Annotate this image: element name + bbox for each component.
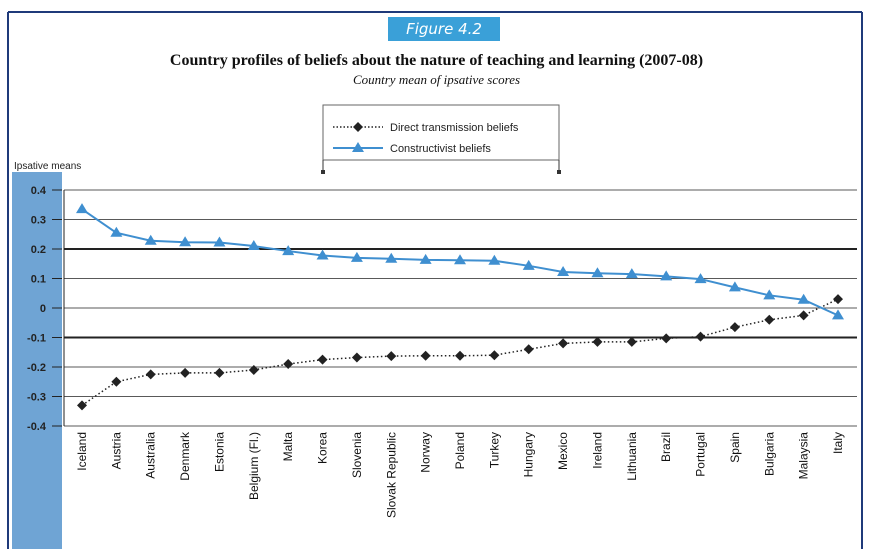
direct-transmission-point: [489, 350, 500, 361]
y-tick-label: -0.2: [27, 362, 46, 374]
direct-transmission-point: [145, 369, 156, 380]
y-tick-labels: 0.4 0.3 0.2 0.1 0 -0.1 -0.2 -0.3 -0.4: [27, 185, 62, 433]
direct-transmission-point: [764, 314, 775, 325]
constructivist-point: [110, 226, 123, 237]
y-tick-label: 0.2: [31, 244, 46, 256]
legend-direct-label: Direct transmission beliefs: [390, 122, 519, 134]
legend-direct-diamond-icon: [353, 122, 363, 132]
constructivist-point: [625, 268, 638, 279]
x-tick-label: Hungary: [522, 432, 536, 477]
direct-transmission-point: [558, 338, 569, 349]
direct-transmission-point: [455, 350, 465, 361]
constructivist-point: [179, 236, 192, 247]
constructivist-point: [832, 309, 844, 320]
legend: Direct transmission beliefs Constructivi…: [321, 104, 561, 174]
direct-transmission-point: [317, 354, 328, 365]
x-tick-label: Korea: [316, 432, 330, 464]
x-tick-label: Spain: [728, 432, 742, 463]
x-tick-label: Ireland: [590, 432, 604, 469]
legend-left-foot: [321, 170, 325, 174]
x-tick-label: Turkey: [487, 432, 501, 468]
legend-constructivist-triangle-icon: [352, 142, 364, 152]
x-tick-label: Poland: [453, 432, 467, 469]
constructivist-point: [557, 266, 570, 277]
legend-right-foot: [557, 170, 561, 174]
y-axis-label: Ipsative means: [14, 161, 81, 172]
constructivist-point: [213, 236, 226, 247]
y-tick-label: 0.3: [31, 215, 46, 227]
direct-transmission-point: [833, 294, 843, 305]
x-tick-label: Italy: [831, 432, 845, 454]
series-group: [76, 203, 844, 411]
x-tick-label: Portugal: [694, 432, 708, 477]
constructivist-point: [419, 253, 432, 264]
x-tick-label: Belgium (Fl.): [247, 432, 261, 500]
series-line-direct-transmission: [81, 298, 839, 406]
y-tick-label: 0: [40, 303, 46, 315]
constructivist-point: [591, 267, 604, 278]
constructivist-point: [660, 270, 673, 281]
x-tick-label: Brazil: [659, 432, 673, 462]
y-tick-label: -0.4: [27, 421, 47, 433]
constructivist-point: [247, 240, 260, 251]
constructivist-point: [728, 281, 741, 292]
direct-transmission-point: [420, 350, 431, 361]
constructivist-point: [350, 251, 363, 262]
x-tick-label: Austria: [109, 432, 123, 470]
x-tick-label: Bulgaria: [762, 432, 776, 476]
direct-transmission-point: [180, 367, 191, 378]
direct-transmission-point: [729, 322, 740, 333]
direct-transmission-point: [77, 400, 87, 411]
chart-title: Country profiles of beliefs about the na…: [169, 52, 704, 69]
constructivist-point: [763, 289, 776, 300]
direct-transmission-point: [798, 310, 809, 321]
x-tick-label: Lithuania: [625, 432, 639, 481]
x-tick-label: Estonia: [212, 432, 226, 472]
constructivist-point: [385, 252, 398, 263]
chart-subtitle: Country mean of ipsative scores: [352, 72, 521, 87]
constructivist-point: [797, 293, 810, 304]
axis-band: [12, 172, 62, 549]
direct-transmission-point: [386, 351, 397, 362]
direct-transmission-point: [111, 376, 122, 387]
x-tick-label: Norway: [419, 432, 433, 473]
constructivist-point: [316, 249, 329, 260]
x-tick-label: Australia: [144, 432, 158, 479]
x-tick-label: Mexico: [556, 432, 570, 470]
x-tick-label: Malaysia: [797, 432, 811, 480]
x-tick-label: Malta: [281, 432, 295, 462]
y-tick-label: -0.1: [27, 333, 46, 345]
constructivist-point: [76, 203, 88, 214]
x-tick-label: Slovenia: [350, 432, 364, 478]
figure-label: Figure 4.2: [388, 17, 500, 41]
direct-transmission-point: [214, 367, 225, 378]
constructivist-point: [282, 245, 295, 256]
constructivist-point: [454, 254, 466, 265]
x-tick-label: Slovak Republic: [384, 432, 398, 518]
direct-transmission-point: [248, 364, 259, 375]
y-tick-label: -0.3: [27, 392, 46, 404]
direct-transmission-point: [351, 352, 362, 363]
y-tick-label: 0.1: [31, 274, 46, 286]
direct-transmission-point: [592, 336, 603, 347]
direct-transmission-point: [661, 333, 672, 344]
direct-transmission-point: [695, 331, 706, 342]
x-tick-label: Denmark: [178, 431, 192, 481]
direct-transmission-point: [523, 344, 534, 355]
constructivist-point: [694, 273, 707, 284]
legend-constructivist-label: Constructivist beliefs: [390, 143, 491, 155]
x-tick-label: Iceland: [75, 432, 89, 471]
direct-transmission-point: [626, 336, 637, 347]
constructivist-point: [522, 259, 535, 270]
direct-transmission-point: [283, 359, 294, 370]
x-tick-labels: Iceland Austria Australia Denmark Estonia Bel…: [75, 431, 845, 518]
grid: [63, 189, 857, 427]
y-tick-label: 0.4: [31, 185, 47, 197]
constructivist-point: [144, 234, 157, 245]
constructivist-point: [488, 254, 501, 265]
